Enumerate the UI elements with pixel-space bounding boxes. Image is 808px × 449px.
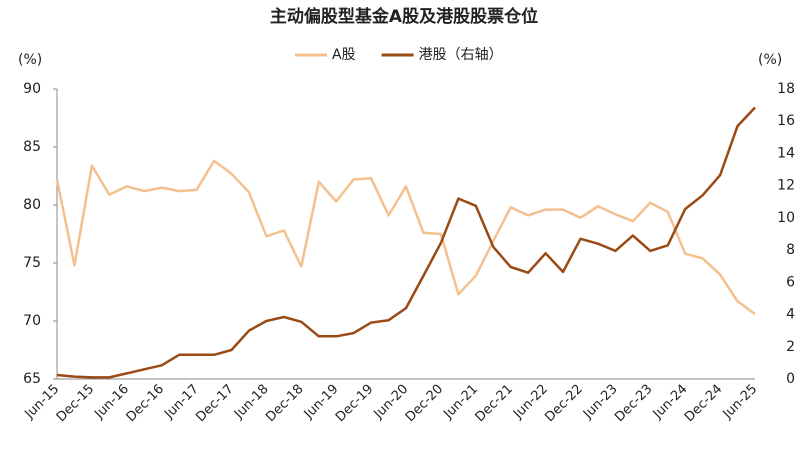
- y-tick-label: 90: [23, 81, 41, 97]
- y2-tick-label: 14: [777, 145, 795, 161]
- y2-tick-label: 8: [786, 242, 795, 258]
- x-tick-label: Dec-20: [403, 382, 446, 425]
- y2-tick-label: 6: [786, 274, 795, 290]
- series-line: [56, 106, 756, 379]
- y-tick-label: 65: [23, 371, 41, 387]
- legend-label: A股: [332, 47, 356, 63]
- y-tick-label: 75: [23, 255, 41, 271]
- y2-tick-label: 12: [777, 178, 795, 194]
- x-tick-label: Dec-24: [682, 382, 725, 425]
- x-tick-label: Dec-17: [193, 382, 236, 425]
- y2-tick-label: 16: [777, 113, 795, 129]
- y-unit-label: (%): [18, 52, 42, 68]
- x-tick-label: Dec-23: [612, 382, 655, 425]
- y-tick-label: 80: [23, 197, 41, 213]
- y2-tick-label: 18: [777, 81, 795, 97]
- chart-title: 主动偏股型基金A股及港股股票仓位: [270, 6, 538, 27]
- x-tick-label: Dec-22: [542, 382, 585, 425]
- x-tick-label: Dec-16: [124, 382, 167, 425]
- y2-tick-label: 2: [786, 339, 795, 355]
- series-line: [55, 159, 756, 316]
- legend-label: 港股（右轴）: [419, 47, 503, 63]
- y-tick-label: 85: [23, 139, 41, 155]
- y2-unit-label: (%): [758, 52, 782, 68]
- y2-tick-label: 0: [786, 371, 795, 387]
- x-tick-label: Jun-25: [720, 382, 761, 423]
- x-tick-label: Dec-18: [263, 382, 306, 425]
- y2-tick-label: 4: [786, 307, 795, 323]
- x-tick-label: Dec-15: [54, 382, 97, 425]
- x-tick-label: Dec-19: [333, 382, 376, 425]
- y-tick-label: 70: [23, 313, 41, 329]
- y2-tick-label: 10: [777, 210, 795, 226]
- x-tick-label: Dec-21: [473, 382, 516, 425]
